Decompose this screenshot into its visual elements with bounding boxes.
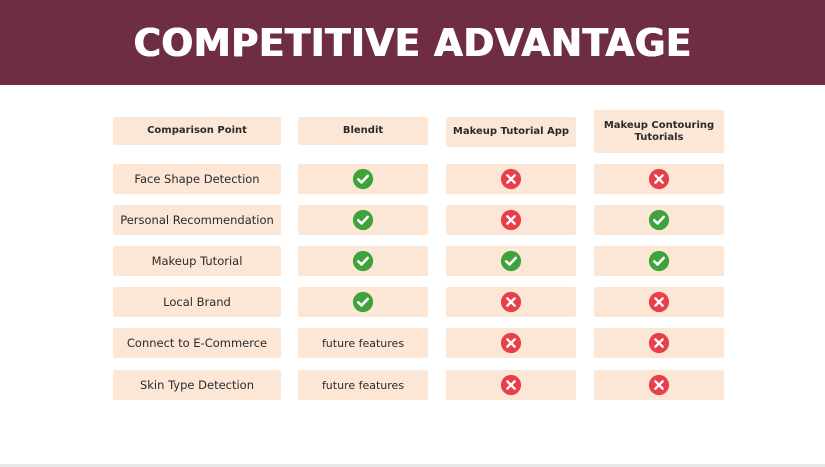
cell-supported <box>298 164 428 194</box>
cell-unsupported <box>446 287 576 317</box>
header-column-2: Makeup Tutorial App <box>446 117 576 147</box>
cell-supported <box>446 246 576 276</box>
header-column-1: Blendit <box>298 117 428 145</box>
cross-icon <box>648 332 670 354</box>
cell-unsupported <box>446 370 576 400</box>
row-label: Face Shape Detection <box>113 164 281 194</box>
title-banner: COMPETITIVE ADVANTAGE <box>0 0 825 85</box>
check-icon <box>352 168 374 190</box>
page-title: COMPETITIVE ADVANTAGE <box>133 20 692 65</box>
cell-supported <box>594 246 724 276</box>
check-icon <box>648 209 670 231</box>
cross-icon <box>500 374 522 396</box>
check-icon <box>648 250 670 272</box>
cross-icon <box>648 374 670 396</box>
cross-icon <box>500 209 522 231</box>
cell-note: future features <box>298 328 428 358</box>
cell-unsupported <box>594 164 724 194</box>
cell-supported <box>298 205 428 235</box>
row-label: Local Brand <box>113 287 281 317</box>
cell-supported <box>298 287 428 317</box>
cross-icon <box>500 168 522 190</box>
check-icon <box>500 250 522 272</box>
cell-unsupported <box>446 205 576 235</box>
row-label: Personal Recommendation <box>113 205 281 235</box>
divider <box>0 464 825 467</box>
header-comparison-point: Comparison Point <box>113 117 281 145</box>
cell-unsupported <box>594 328 724 358</box>
row-label: Makeup Tutorial <box>113 246 281 276</box>
cell-supported <box>298 246 428 276</box>
check-icon <box>352 291 374 313</box>
cell-unsupported <box>446 328 576 358</box>
check-icon <box>352 209 374 231</box>
cell-unsupported <box>446 164 576 194</box>
cross-icon <box>500 332 522 354</box>
cross-icon <box>648 291 670 313</box>
cell-note: future features <box>298 370 428 400</box>
cell-supported <box>594 205 724 235</box>
header-column-3: Makeup Contouring Tutorials <box>594 110 724 153</box>
cell-unsupported <box>594 287 724 317</box>
check-icon <box>352 250 374 272</box>
row-label: Connect to E-Commerce <box>113 328 281 358</box>
row-label: Skin Type Detection <box>113 370 281 400</box>
cross-icon <box>500 291 522 313</box>
cell-unsupported <box>594 370 724 400</box>
cross-icon <box>648 168 670 190</box>
